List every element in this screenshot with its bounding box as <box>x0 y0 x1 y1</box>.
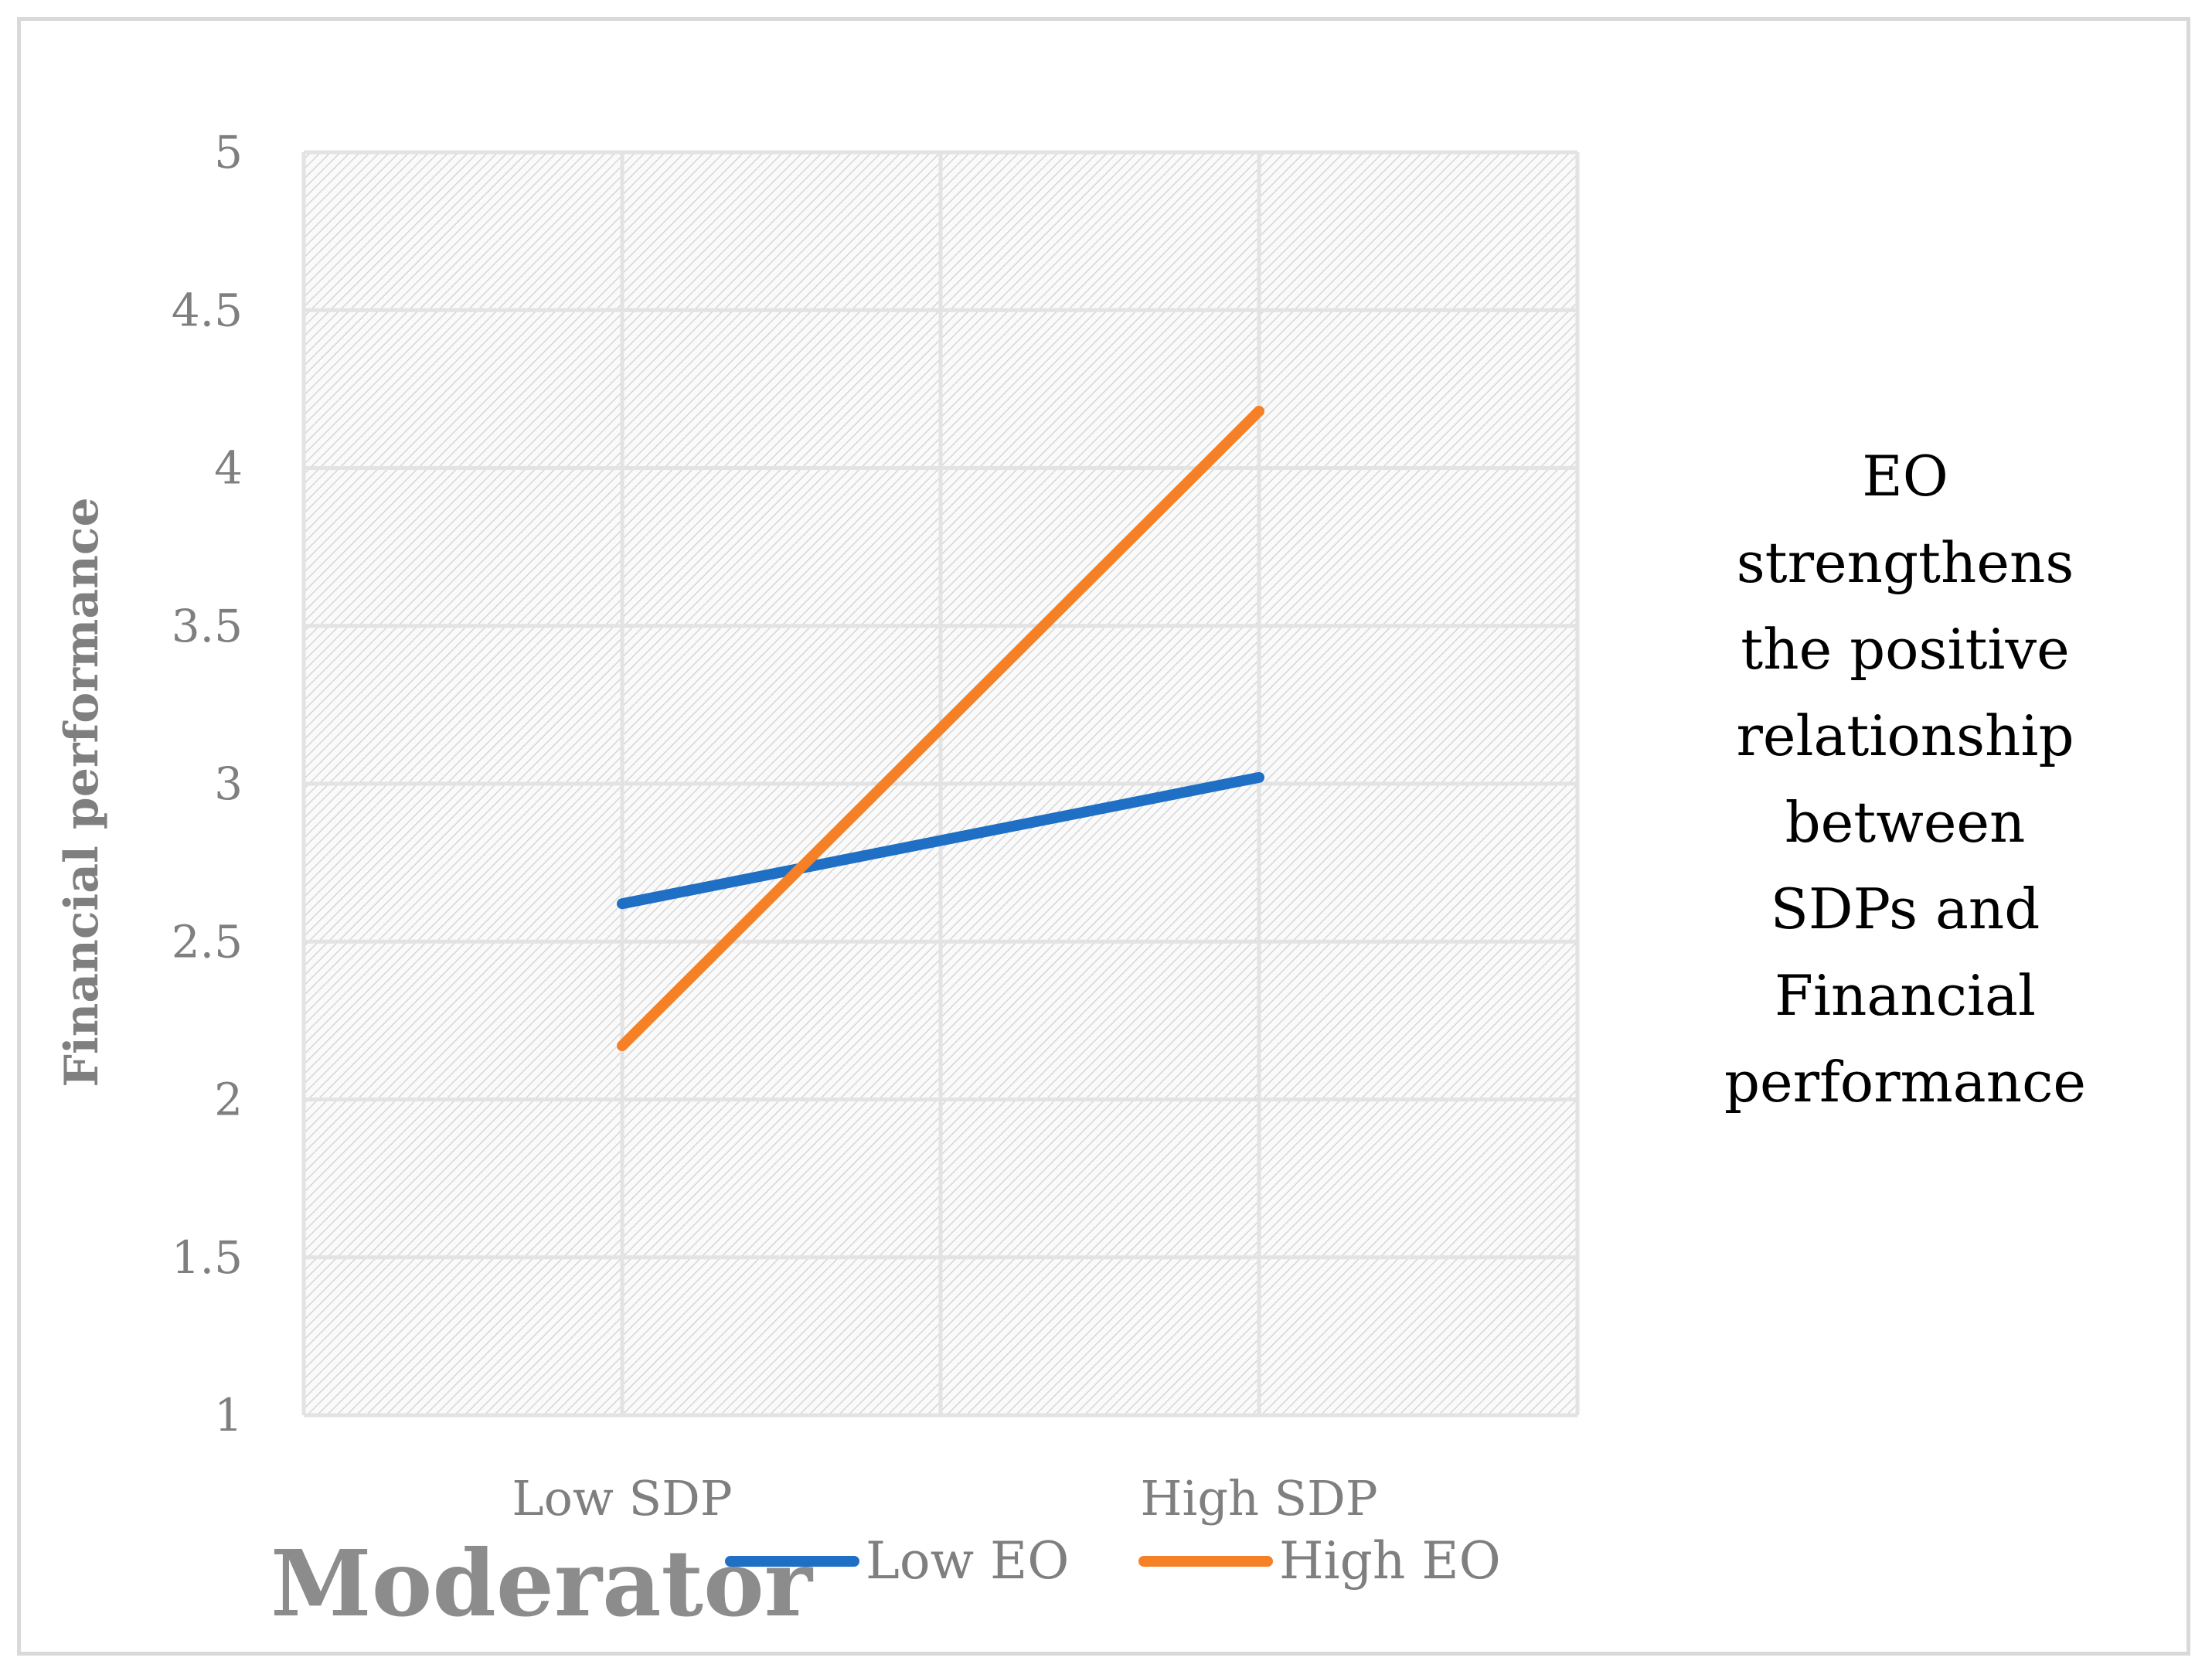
annotation-line: SDPs and <box>1770 876 2040 941</box>
x-tick-label: Low SDP <box>512 1470 732 1527</box>
gridlines <box>301 150 1580 1418</box>
series-lines <box>617 405 1264 1052</box>
annotation-text: EO strengthens the positive relationship bet… <box>1662 433 2149 1125</box>
x-tick-label: High SDP <box>1140 1470 1377 1527</box>
annotation-line: Financial <box>1775 963 2036 1028</box>
y-tick-label: 5 <box>214 126 243 179</box>
annotation-line: EO <box>1862 444 1948 509</box>
legend-label: High EO <box>1279 1531 1501 1591</box>
y-axis-label: Financial performance <box>55 497 109 1087</box>
moderator-label: Moderator <box>271 1530 814 1637</box>
series-line-low-eo <box>617 771 1264 910</box>
legend: Low EO High EO <box>725 1531 1501 1591</box>
series-line-high-eo <box>617 405 1264 1052</box>
y-tick-label: 1.5 <box>172 1231 243 1284</box>
legend-label: Low EO <box>866 1531 1069 1591</box>
y-tick-label: 1 <box>214 1389 243 1441</box>
x-axis-ticks: Low SDP High SDP <box>512 1470 1377 1527</box>
y-axis-ticks: 1 1.5 2 2.5 3 3.5 4 4.5 5 <box>172 126 243 1441</box>
annotation-line: relationship <box>1736 703 2074 768</box>
annotation-line: the positive <box>1741 617 2070 682</box>
y-tick-label: 4.5 <box>172 284 243 336</box>
figure-frame <box>17 17 2190 1656</box>
y-tick-label: 4 <box>214 442 243 495</box>
y-tick-label: 3.5 <box>172 600 243 652</box>
annotation-line: between <box>1785 790 2026 855</box>
y-tick-label: 3 <box>214 757 243 810</box>
y-tick-label: 2.5 <box>172 915 243 968</box>
annotation-line: strengthens <box>1736 530 2074 595</box>
y-tick-label: 2 <box>214 1074 243 1126</box>
annotation-line: performance <box>1724 1050 2087 1115</box>
